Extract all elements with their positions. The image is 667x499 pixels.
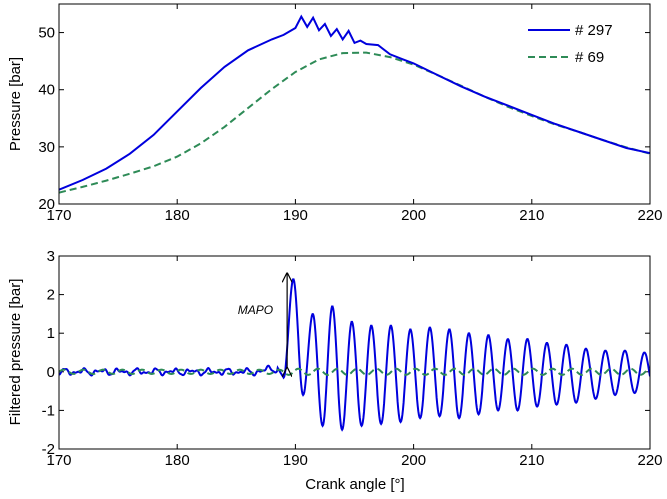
legend-label-297: # 297 [575,22,613,39]
legend: # 297 # 69 [528,22,613,66]
top-y-axis-label: Pressure [bar] [7,57,24,151]
x-tick-label: 220 [637,452,662,469]
y-tick-label: -2 [42,441,55,458]
x-tick-label: 200 [401,452,426,469]
x-axis-label: Crank angle [°] [305,476,404,493]
series-297-line [59,14,650,191]
bottom-axes-frame [58,255,651,450]
top-plot-area [59,4,650,204]
top-x-ticks: 170 180 190 200 210 220 [46,4,663,224]
filtered-69-line [59,367,650,376]
x-tick-label: 170 [46,207,71,224]
y-tick-label: 3 [47,248,55,265]
y-tick-label: 0 [47,364,55,381]
x-tick-label: 210 [519,207,544,224]
y-tick-label: 40 [38,82,55,99]
bottom-y-ticks: -2 -1 0 1 2 3 [42,248,650,458]
y-tick-label: 20 [38,196,55,213]
bottom-y-axis-label: Filtered pressure [bar] [7,279,24,426]
y-tick-label: 30 [38,139,55,156]
y-tick-label: 2 [47,287,55,304]
y-tick-label: 1 [47,325,55,342]
y-tick-label: -1 [42,402,55,419]
bottom-x-ticks: 170 180 190 200 210 220 [46,256,663,469]
x-tick-label: 210 [519,452,544,469]
x-tick-label: 200 [401,207,426,224]
top-axes-frame [58,3,651,205]
bottom-panel: 170 180 190 200 210 220 -2 -1 0 1 2 3 MAPO Filtere… [7,248,663,493]
x-tick-label: 180 [165,207,190,224]
x-tick-label: 190 [283,207,308,224]
x-tick-label: 180 [165,452,190,469]
legend-label-69: # 69 [575,49,604,66]
filtered-297-line [59,278,650,432]
mapo-annotation: MAPO [238,303,273,317]
x-tick-label: 170 [46,452,71,469]
top-panel: 170 180 190 200 210 220 20 30 40 50 # 297 # 69 P… [7,3,663,224]
x-tick-label: 220 [637,207,662,224]
y-tick-label: 50 [38,25,55,42]
x-tick-label: 190 [283,452,308,469]
